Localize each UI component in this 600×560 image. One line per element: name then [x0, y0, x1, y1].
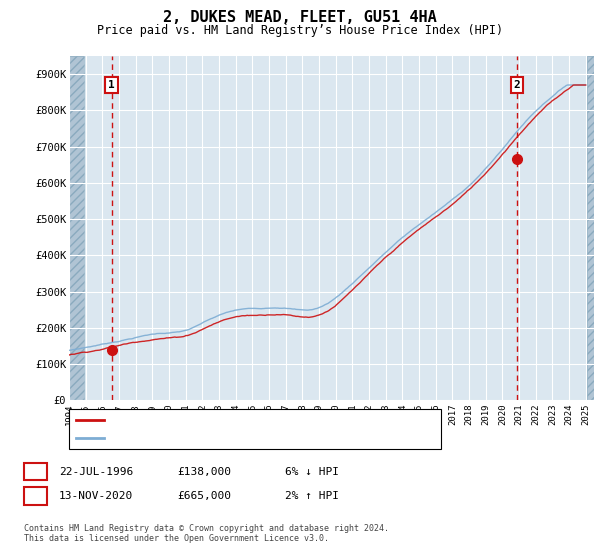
Bar	[587, 56, 594, 400]
Text: Price paid vs. HM Land Registry’s House Price Index (HPI): Price paid vs. HM Land Registry’s House …	[97, 24, 503, 37]
Text: 2% ↑ HPI: 2% ↑ HPI	[285, 491, 339, 501]
Bar	[69, 56, 85, 400]
Bar	[69, 56, 85, 400]
Text: 22-JUL-1996: 22-JUL-1996	[59, 466, 133, 477]
Text: 13-NOV-2020: 13-NOV-2020	[59, 491, 133, 501]
Text: 1: 1	[32, 466, 39, 477]
Text: £138,000: £138,000	[177, 466, 231, 477]
Text: 2, DUKES MEAD, FLEET, GU51 4HA (detached house): 2, DUKES MEAD, FLEET, GU51 4HA (detached…	[109, 415, 391, 425]
Text: £665,000: £665,000	[177, 491, 231, 501]
Text: HPI: Average price, detached house, Hart: HPI: Average price, detached house, Hart	[109, 433, 349, 443]
Text: 2: 2	[32, 491, 39, 501]
Text: 2: 2	[514, 80, 520, 90]
Text: 2, DUKES MEAD, FLEET, GU51 4HA: 2, DUKES MEAD, FLEET, GU51 4HA	[163, 11, 437, 25]
Bar	[587, 56, 594, 400]
Text: Contains HM Land Registry data © Crown copyright and database right 2024.
This d: Contains HM Land Registry data © Crown c…	[24, 524, 389, 543]
Text: 1: 1	[108, 80, 115, 90]
Text: 6% ↓ HPI: 6% ↓ HPI	[285, 466, 339, 477]
